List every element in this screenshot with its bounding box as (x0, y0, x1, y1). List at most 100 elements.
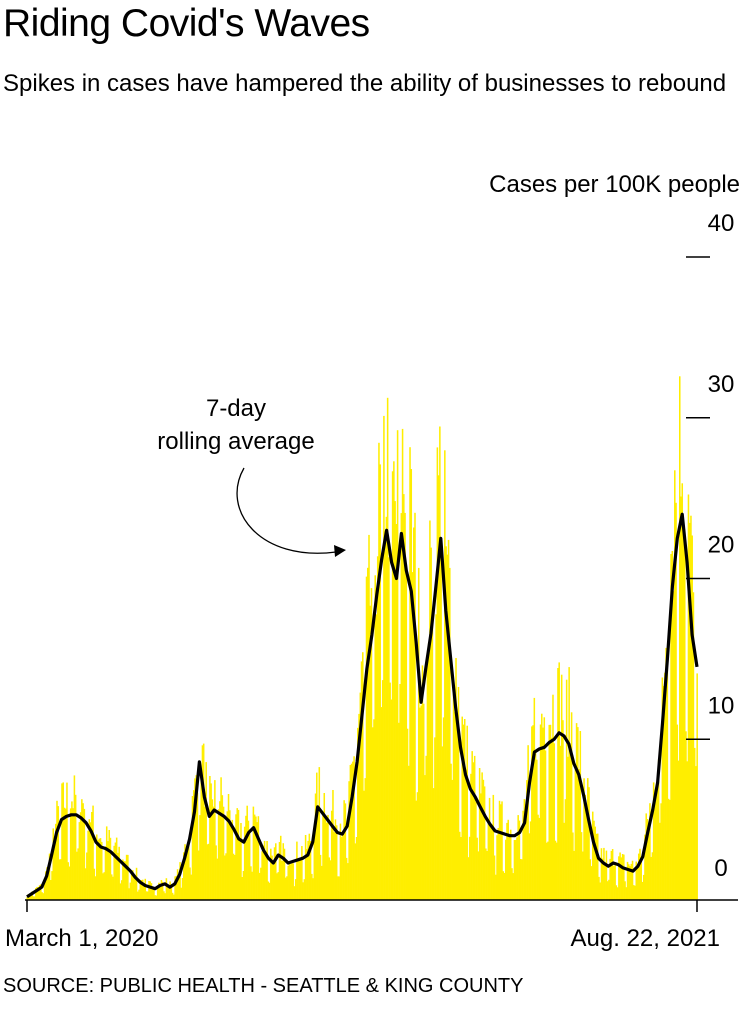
daily-case-bar (376, 556, 379, 900)
daily-case-bar (192, 790, 195, 900)
daily-case-bar (598, 876, 600, 900)
daily-case-bar (145, 891, 148, 900)
daily-case-bar (527, 745, 529, 900)
daily-case-bar (652, 782, 655, 900)
daily-case-bar (373, 719, 375, 900)
daily-case-bar (50, 880, 52, 900)
daily-case-bar (676, 724, 679, 900)
daily-case-bar (323, 793, 326, 900)
daily-case-bar (390, 699, 393, 900)
daily-case-bar (567, 756, 569, 900)
daily-case-bar (33, 896, 36, 900)
daily-case-bar (496, 835, 498, 900)
annotation-arrow (236, 467, 337, 554)
daily-case-bar (665, 647, 667, 900)
daily-case-bar (91, 812, 93, 900)
daily-case-bar (588, 787, 590, 900)
daily-case-bar (253, 814, 256, 900)
daily-case-bar (550, 737, 553, 900)
daily-case-bar (352, 761, 354, 900)
daily-case-bar (415, 800, 418, 900)
y-tick-label: 40 (708, 210, 735, 237)
daily-case-bar (340, 836, 343, 900)
daily-case-bar (531, 726, 533, 900)
daily-case-bar (197, 850, 200, 900)
daily-case-bar (542, 727, 544, 900)
annotation-line-1: 7-day (206, 395, 266, 422)
daily-case-bar (174, 876, 176, 900)
daily-case-bar (107, 841, 109, 900)
daily-case-bar (633, 885, 635, 900)
y-tick-label: 20 (708, 532, 735, 559)
daily-case-bar (178, 878, 180, 900)
daily-case-bar (270, 848, 272, 900)
daily-case-bar (590, 866, 593, 900)
daily-case-bar (514, 839, 517, 900)
daily-case-bar (196, 792, 199, 900)
daily-case-bar (558, 662, 560, 900)
daily-case-bar (688, 522, 691, 900)
daily-case-bar (679, 376, 681, 900)
daily-case-bar (401, 428, 404, 900)
daily-case-bar (420, 705, 422, 900)
daily-case-bar (378, 442, 380, 900)
daily-case-bar (466, 725, 468, 900)
daily-case-bar (35, 888, 37, 900)
daily-case-bar (137, 891, 139, 900)
daily-case-bar (26, 897, 28, 900)
daily-case-bar (430, 547, 432, 900)
daily-case-bar (130, 873, 133, 900)
daily-case-bar (591, 811, 594, 900)
daily-case-bar (374, 575, 376, 900)
daily-case-bar (503, 872, 506, 900)
daily-case-bar (593, 820, 595, 900)
daily-case-bar (507, 819, 509, 900)
daily-case-bar (563, 822, 565, 900)
daily-case-bar (609, 858, 611, 900)
daily-case-bar (317, 807, 319, 900)
daily-case-bar (186, 845, 189, 900)
daily-case-bar (481, 772, 483, 900)
daily-case-bar (110, 874, 113, 900)
daily-case-bar (424, 775, 426, 900)
daily-case-bar (306, 848, 308, 900)
daily-case-bar (516, 837, 518, 900)
daily-case-bar (368, 534, 370, 900)
daily-case-bar (344, 803, 347, 900)
daily-case-bar (333, 832, 335, 900)
daily-case-bar (545, 842, 548, 900)
daily-case-bar (621, 854, 624, 900)
daily-case-bar (637, 853, 640, 900)
daily-case-bar (293, 886, 296, 900)
daily-case-bar (284, 877, 287, 900)
daily-case-bar (662, 685, 665, 900)
daily-case-bar (641, 881, 644, 900)
daily-case-bar (119, 883, 122, 900)
daily-case-bar (411, 572, 414, 900)
daily-case-bar (173, 894, 175, 900)
daily-case-bar (88, 819, 91, 900)
daily-case-bar (429, 520, 431, 900)
daily-case-bar (670, 554, 672, 900)
daily-case-bar (553, 743, 555, 900)
daily-case-bar (243, 826, 246, 900)
daily-case-bar (120, 880, 123, 900)
daily-case-bar (224, 855, 226, 900)
daily-case-bar (169, 881, 171, 900)
daily-case-bar (544, 750, 547, 900)
daily-case-bar (118, 846, 120, 900)
daily-case-bar (281, 860, 283, 900)
daily-case-bar (133, 875, 135, 900)
daily-case-bar (552, 694, 554, 900)
daily-case-bar (604, 864, 606, 900)
daily-case-bar (354, 843, 357, 900)
daily-case-bar (102, 873, 104, 900)
daily-case-bar (104, 846, 107, 900)
daily-case-bar (155, 895, 158, 900)
daily-case-bar (440, 548, 442, 900)
daily-case-bar (140, 880, 143, 900)
daily-case-bar (350, 763, 353, 900)
daily-case-bar (342, 830, 344, 900)
daily-case-bar (539, 724, 542, 900)
daily-case-bar (183, 852, 185, 900)
